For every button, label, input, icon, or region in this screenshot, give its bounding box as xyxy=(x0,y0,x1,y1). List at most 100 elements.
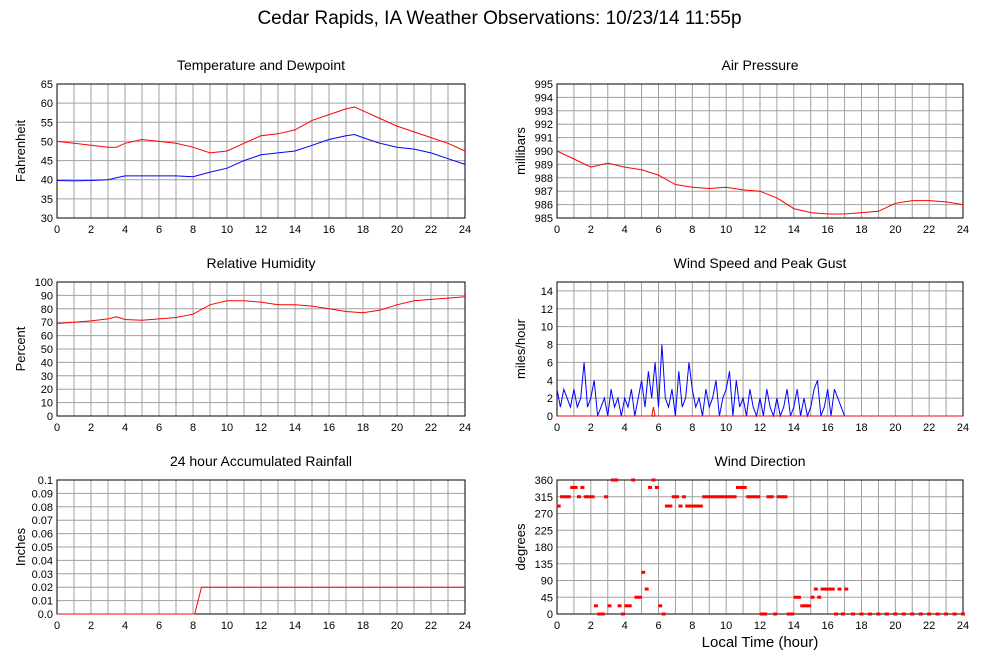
data-point xyxy=(671,495,676,499)
data-point xyxy=(678,504,683,508)
x-tick-label: 24 xyxy=(459,422,471,434)
x-tick-label: 16 xyxy=(323,224,335,236)
x-tick-label: 2 xyxy=(88,620,94,632)
data-point xyxy=(566,495,571,499)
data-point xyxy=(893,612,898,616)
x-tick-label: 18 xyxy=(855,620,867,632)
x-tick-label: 4 xyxy=(122,224,128,236)
y-tick-label: 65 xyxy=(41,79,53,91)
y-tick-label: 0.0 xyxy=(38,609,53,621)
data-point xyxy=(631,478,636,482)
x-tick-label: 24 xyxy=(957,620,969,632)
x-tick-label: 10 xyxy=(720,620,732,632)
data-point xyxy=(587,495,592,499)
rainfall-title: 24 hour Accumulated Rainfall xyxy=(170,453,352,469)
data-point xyxy=(634,595,639,599)
y-tick-label: 0 xyxy=(547,609,553,621)
data-point xyxy=(820,587,825,591)
x-tick-label: 16 xyxy=(822,422,834,434)
data-point xyxy=(627,604,632,608)
data-point xyxy=(658,604,663,608)
data-point xyxy=(810,595,815,599)
data-point xyxy=(692,504,697,508)
y-tick-label: 55 xyxy=(41,117,53,129)
y-tick-label: 60 xyxy=(41,331,53,343)
x-tick-label: 8 xyxy=(689,224,695,236)
data-point xyxy=(573,485,578,489)
data-point xyxy=(859,612,864,616)
data-point xyxy=(749,495,754,499)
data-point xyxy=(927,612,932,616)
x-tick-label: 10 xyxy=(720,422,732,434)
x-tick-label: 10 xyxy=(221,422,233,434)
x-tick-label: 10 xyxy=(221,620,233,632)
air-pressure-ylabel: millibars xyxy=(513,127,528,175)
data-point xyxy=(817,595,822,599)
data-point xyxy=(944,612,949,616)
data-point xyxy=(600,612,605,616)
y-tick-label: 10 xyxy=(541,322,553,334)
data-point xyxy=(769,495,774,499)
data-point xyxy=(901,612,906,616)
data-point xyxy=(725,495,730,499)
data-point xyxy=(851,612,856,616)
data-point xyxy=(773,612,778,616)
data-point xyxy=(708,495,713,499)
data-point xyxy=(624,604,629,608)
data-point xyxy=(793,595,798,599)
data-point xyxy=(719,495,724,499)
data-point xyxy=(961,612,965,616)
y-tick-label: 20 xyxy=(41,384,53,396)
data-point xyxy=(637,595,642,599)
data-point xyxy=(705,495,710,499)
data-point xyxy=(570,485,575,489)
y-tick-label: 990 xyxy=(535,146,553,158)
temperature-dewpoint-series-line-1 xyxy=(56,106,466,154)
data-point xyxy=(827,587,832,591)
data-point xyxy=(597,612,602,616)
y-tick-label: 0.03 xyxy=(32,569,53,581)
y-tick-label: 992 xyxy=(535,119,553,131)
relative-humidity-frame xyxy=(56,281,466,417)
data-point xyxy=(779,495,784,499)
y-tick-label: 45 xyxy=(541,592,553,604)
data-point xyxy=(800,604,805,608)
data-point xyxy=(617,604,622,608)
data-point xyxy=(736,485,741,489)
y-tick-label: 0.09 xyxy=(32,488,53,500)
x-tick-label: 22 xyxy=(425,422,437,434)
y-tick-label: 986 xyxy=(535,200,553,212)
data-point xyxy=(823,587,828,591)
y-tick-label: 993 xyxy=(535,106,553,118)
x-tick-label: 12 xyxy=(754,224,766,236)
x-tick-label: 8 xyxy=(190,422,196,434)
x-tick-label: 2 xyxy=(88,224,94,236)
data-point xyxy=(593,604,598,608)
data-point xyxy=(722,495,727,499)
data-point xyxy=(834,612,839,616)
x-tick-label: 4 xyxy=(622,620,628,632)
data-point xyxy=(556,504,561,508)
data-point xyxy=(648,485,653,489)
data-point xyxy=(607,604,612,608)
x-tick-label: 18 xyxy=(357,224,369,236)
data-point xyxy=(763,612,768,616)
x-tick-label: 20 xyxy=(391,620,403,632)
x-tick-label: 10 xyxy=(720,224,732,236)
data-point xyxy=(590,495,595,499)
y-tick-label: 0.01 xyxy=(32,596,53,608)
y-tick-label: 994 xyxy=(535,92,553,104)
y-tick-label: 0.07 xyxy=(32,515,53,527)
data-point xyxy=(796,595,801,599)
x-tick-label: 0 xyxy=(54,224,60,236)
y-tick-label: 995 xyxy=(535,79,553,91)
x-tick-label: 16 xyxy=(822,224,834,236)
data-point xyxy=(786,612,791,616)
relative-humidity-title: Relative Humidity xyxy=(207,255,316,271)
x-tick-label: 14 xyxy=(289,620,301,632)
x-tick-label: 6 xyxy=(156,224,162,236)
x-tick-label: 16 xyxy=(323,620,335,632)
data-point xyxy=(803,604,808,608)
